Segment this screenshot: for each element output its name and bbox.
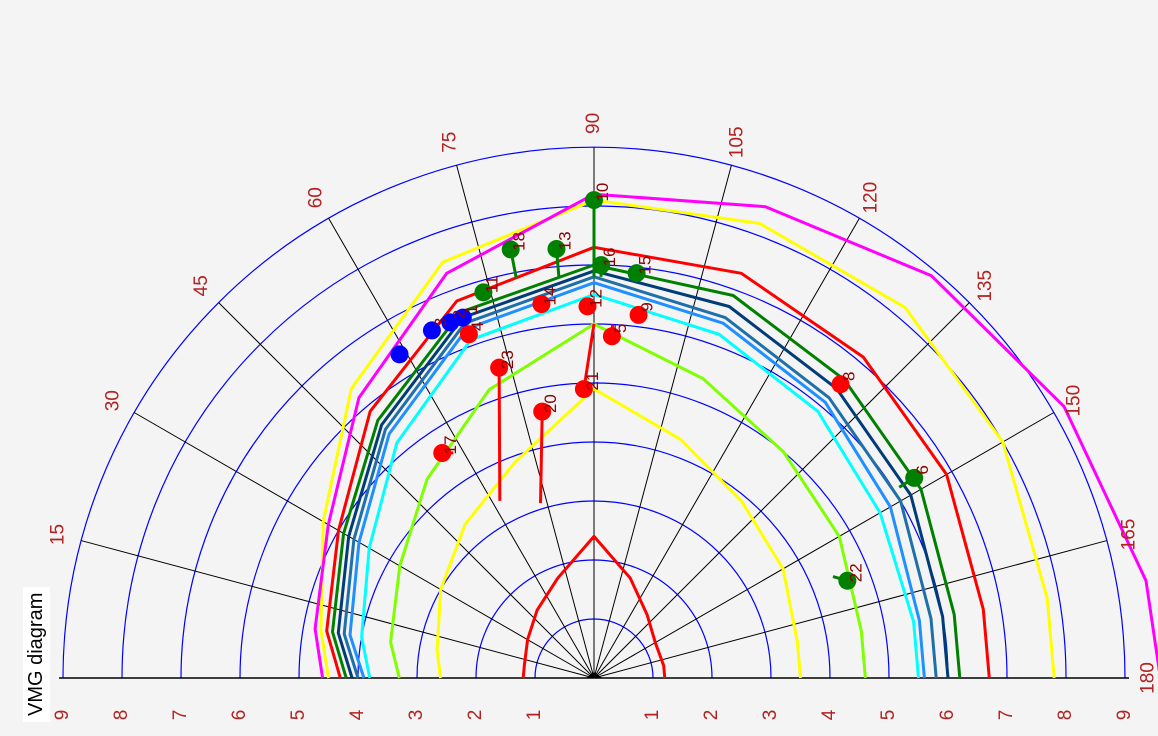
marker-label: 20 xyxy=(541,394,560,413)
marker-label: 5 xyxy=(611,324,630,333)
angle-tick-label: 30 xyxy=(103,390,124,411)
grid-spoke xyxy=(593,302,970,679)
polar-curve xyxy=(521,534,667,679)
angle-tick-label: 105 xyxy=(727,126,748,158)
marker-label: 14 xyxy=(540,287,559,306)
marker-label: 6 xyxy=(913,465,932,474)
radial-tick-label: 1 xyxy=(642,710,663,721)
angle-tick-label: 75 xyxy=(440,132,461,153)
grid-spoke xyxy=(593,540,1108,679)
angle-tick-label: 180 xyxy=(1138,662,1158,694)
marker-label: 10 xyxy=(593,183,612,202)
marker-label: 12 xyxy=(587,289,606,308)
radial-tick-label: 6 xyxy=(229,710,250,721)
marker-label: 8 xyxy=(840,371,859,380)
radial-tick-label: 3 xyxy=(406,710,427,721)
marker-label: 15 xyxy=(636,256,655,275)
data-marker xyxy=(441,313,460,332)
grid-spoke xyxy=(593,217,860,679)
radial-tick-label: 9 xyxy=(1114,710,1135,721)
radial-tick-label: 9 xyxy=(52,710,73,721)
polar-curve xyxy=(348,281,926,679)
marker-label: 23 xyxy=(498,350,517,369)
marker-tail xyxy=(539,411,544,504)
angle-tick-label: 135 xyxy=(975,270,996,302)
grid-spoke xyxy=(328,217,595,679)
radial-tick-label: 5 xyxy=(288,710,309,721)
data-marker xyxy=(422,321,441,340)
data-marker xyxy=(533,402,552,421)
data-marker xyxy=(629,305,648,324)
data-marker xyxy=(547,239,566,258)
radial-tick-label: 8 xyxy=(1055,710,1076,721)
data-marker xyxy=(501,240,520,259)
marker-label: 22 xyxy=(846,563,865,582)
radial-tick-label: 8 xyxy=(111,710,132,721)
data-marker xyxy=(532,295,551,314)
data-marker xyxy=(433,443,452,462)
radial-tick-label: 7 xyxy=(170,710,191,721)
marker-label: 13 xyxy=(555,231,574,250)
marker-label: 11 xyxy=(482,276,501,294)
angle-tick-label: 15 xyxy=(47,524,68,545)
grid-spoke xyxy=(80,540,595,679)
data-marker xyxy=(905,468,924,487)
marker-label: 3 xyxy=(431,318,450,327)
data-marker xyxy=(838,571,857,590)
grid-spoke xyxy=(218,302,595,679)
polar-curve xyxy=(360,293,920,679)
radial-tick-label: 5 xyxy=(878,710,899,721)
angle-tick-label: 60 xyxy=(306,187,327,208)
data-marker xyxy=(831,375,850,394)
angle-tick-label: 45 xyxy=(191,275,212,296)
radial-tick-label: 7 xyxy=(996,710,1017,721)
marker-tail xyxy=(497,367,502,501)
chart-title: VMG diagram xyxy=(23,586,50,722)
data-marker xyxy=(459,325,478,344)
grid-spoke xyxy=(593,164,732,679)
marker-label: 16 xyxy=(600,248,619,267)
marker-label: 1 xyxy=(462,305,481,314)
data-marker xyxy=(585,191,603,210)
data-marker xyxy=(390,345,409,364)
radial-tick-label: 2 xyxy=(465,710,486,721)
marker-label: 2 xyxy=(449,310,468,319)
grid-spoke xyxy=(133,412,595,679)
marker-label: 9 xyxy=(638,302,657,311)
data-marker xyxy=(627,264,646,283)
angle-grid-spokes xyxy=(80,147,1108,679)
marker-label: 21 xyxy=(583,372,602,391)
data-marker xyxy=(574,380,593,399)
data-marker xyxy=(602,327,621,346)
data-marker xyxy=(592,256,611,275)
polar-curve xyxy=(435,387,802,679)
marker-label: 17 xyxy=(441,436,460,455)
data-marker xyxy=(490,358,509,377)
grid-spoke xyxy=(593,412,1055,679)
center-marker xyxy=(586,672,602,678)
angle-tick-label: 90 xyxy=(583,113,604,134)
radial-tick-label: 2 xyxy=(701,710,722,721)
marker-label: 18 xyxy=(510,232,529,251)
data-marker xyxy=(474,283,493,302)
angle-tick-label: 165 xyxy=(1119,519,1140,551)
angle-tick-label: 120 xyxy=(860,182,881,214)
radial-tick-label: 4 xyxy=(819,709,840,720)
marker-label: 4 xyxy=(468,322,487,331)
data-marker xyxy=(578,297,597,316)
marker-tail xyxy=(582,323,596,390)
radial-tick-label: 3 xyxy=(760,710,781,721)
radial-tick-label: 4 xyxy=(347,709,368,720)
grid-spoke xyxy=(456,164,595,679)
radial-tick-label: 1 xyxy=(524,710,545,721)
radial-tick-label: 6 xyxy=(937,710,958,721)
angle-tick-label: 150 xyxy=(1063,385,1084,417)
